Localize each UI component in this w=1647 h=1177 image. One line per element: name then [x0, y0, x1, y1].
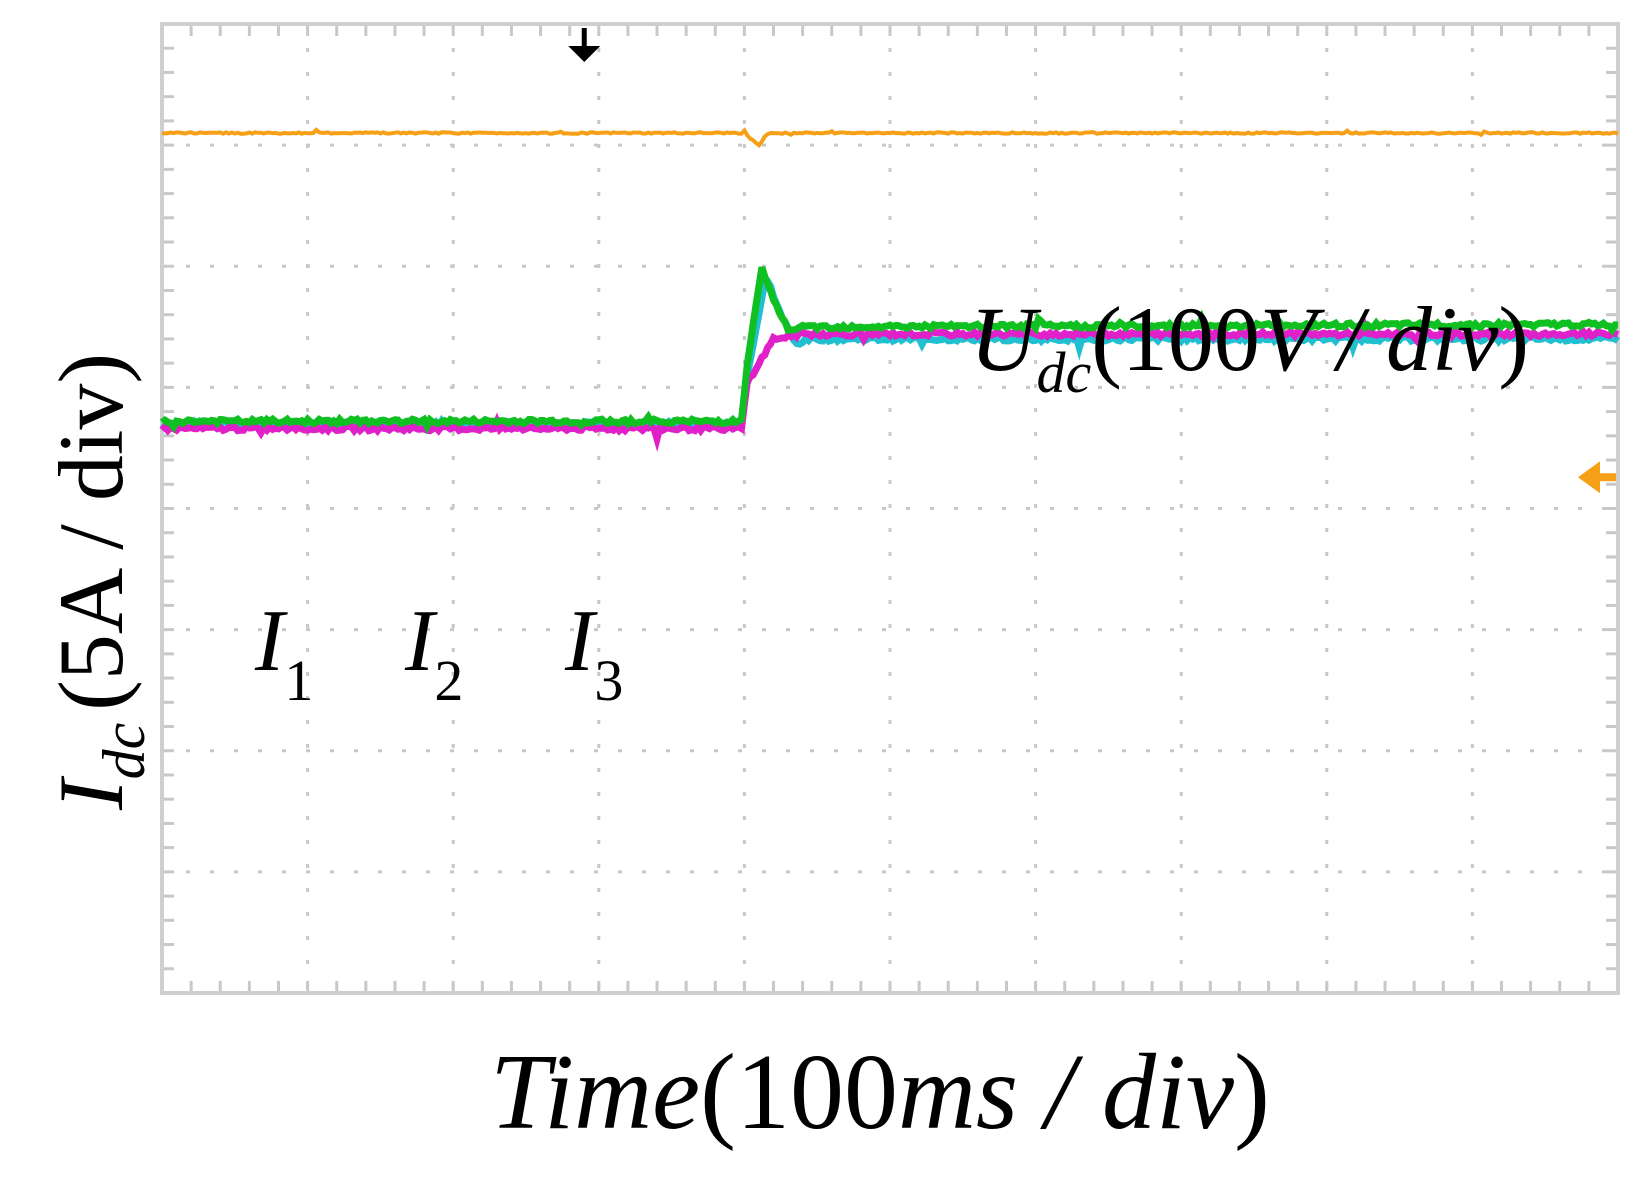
- ground-marker-icon: [1578, 461, 1600, 494]
- trace-udc: [161, 127, 1619, 148]
- scope-markers: [568, 28, 1616, 494]
- x-axis-label: Time(100ms / div): [490, 1033, 1270, 1152]
- waveform-traces: [159, 127, 1620, 453]
- trace-label-i3: I3: [564, 593, 623, 713]
- trace-label-i2: I2: [404, 593, 463, 713]
- y-axis-label: Idc(5A / div): [40, 353, 157, 811]
- trace-label-i1: I1: [254, 593, 313, 713]
- trace-i1: [159, 317, 1620, 453]
- plot-frame: [160, 22, 1620, 995]
- udc-label: Udc(100V / div): [970, 288, 1529, 405]
- trace-i3: [159, 266, 1619, 435]
- plot-grid: [162, 24, 1618, 993]
